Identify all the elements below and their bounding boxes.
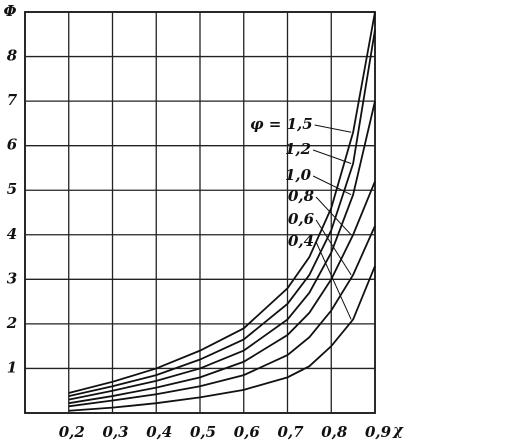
leader-line: [312, 149, 352, 164]
series-label: 0,6: [288, 210, 315, 228]
x-tick-label: 0,3: [102, 423, 128, 441]
y-tick-label: 2: [6, 314, 17, 332]
y-tick-label: 5: [7, 180, 17, 198]
x-axis-label: χ: [392, 421, 404, 439]
leader-line: [315, 196, 352, 236]
leader-line: [312, 175, 352, 196]
y-axis-label: Φ: [3, 2, 16, 20]
curve: [68, 11, 376, 394]
series-label: 1,2: [285, 140, 311, 158]
y-tick-label: 4: [7, 225, 17, 243]
leader-line: [315, 219, 352, 276]
series-label: 0,4: [288, 232, 314, 250]
curve: [68, 180, 376, 405]
y-tick-label: 8: [7, 47, 18, 65]
leader-line: [315, 241, 352, 320]
x-tick-label: 0,5: [190, 423, 216, 441]
x-tick-label: 0,7: [277, 423, 304, 441]
curve: [68, 265, 376, 412]
x-tick-label: 0,9: [365, 423, 392, 441]
curve: [68, 225, 376, 408]
curve: [68, 100, 376, 401]
x-tick-label: 0,6: [234, 423, 261, 441]
y-tick-label: 7: [7, 91, 18, 109]
y-tick-label: 3: [7, 269, 17, 287]
x-tick-label: 0,2: [59, 423, 85, 441]
leader-line: [314, 124, 352, 133]
curve: [68, 29, 376, 397]
x-tick-label: 0,8: [321, 423, 348, 441]
y-tick-label: 1: [7, 358, 17, 376]
x-tick-label: 0,4: [146, 423, 172, 441]
series-label: 0,8: [288, 187, 315, 205]
y-tick-label: 6: [7, 136, 18, 154]
series-label: 1,0: [285, 166, 312, 184]
series-label: φ = 1,5: [250, 115, 313, 133]
